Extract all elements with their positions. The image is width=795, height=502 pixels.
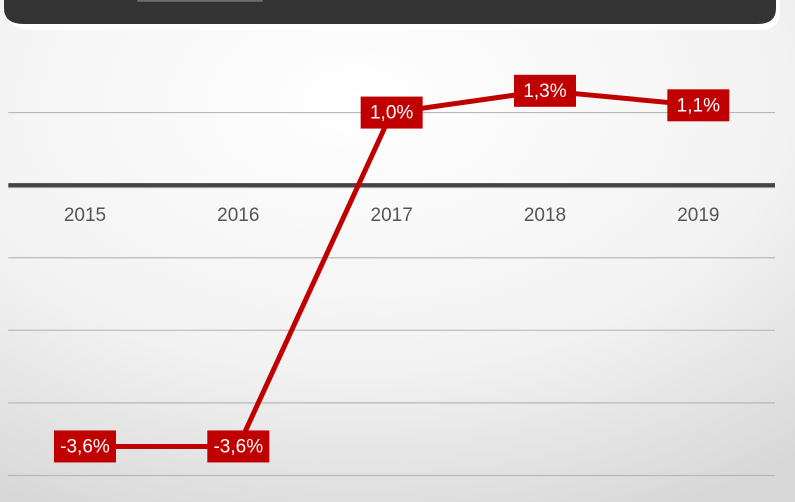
value-label-box: [207, 430, 270, 463]
value-label-box: [667, 89, 730, 122]
value-label: -3,6%: [213, 436, 263, 457]
value-label: 1,3%: [523, 81, 566, 102]
value-label-box: [53, 430, 116, 463]
x-tick-label: 2019: [677, 205, 719, 226]
value-label: 1,1%: [677, 95, 720, 116]
value-label: -3,6%: [60, 436, 110, 457]
value-label-box: [360, 96, 423, 129]
x-tick-label: 2017: [371, 205, 413, 226]
header-control: [137, 0, 263, 2]
x-tick-label: 2015: [64, 205, 106, 226]
header-bar: [4, 0, 776, 24]
x-tick-label: 2018: [524, 205, 566, 226]
value-label-box: [513, 74, 576, 107]
x-tick-label: 2016: [217, 205, 259, 226]
value-label: 1,0%: [370, 103, 413, 124]
